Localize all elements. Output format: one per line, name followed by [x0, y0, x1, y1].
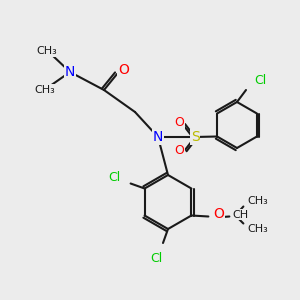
Text: CH₃: CH₃ [247, 196, 268, 206]
Text: Cl: Cl [254, 74, 266, 86]
Text: N: N [65, 65, 75, 79]
Text: Cl: Cl [150, 251, 162, 265]
Text: CH₃: CH₃ [34, 85, 56, 95]
Text: O: O [174, 145, 184, 158]
Text: CH₃: CH₃ [247, 224, 268, 235]
Text: S: S [190, 130, 200, 144]
Text: Cl: Cl [109, 171, 121, 184]
Text: O: O [213, 208, 224, 221]
Text: O: O [174, 116, 184, 130]
Text: CH₃: CH₃ [37, 46, 57, 56]
Text: O: O [118, 63, 129, 77]
Text: CH: CH [232, 209, 248, 220]
Text: N: N [153, 130, 163, 144]
